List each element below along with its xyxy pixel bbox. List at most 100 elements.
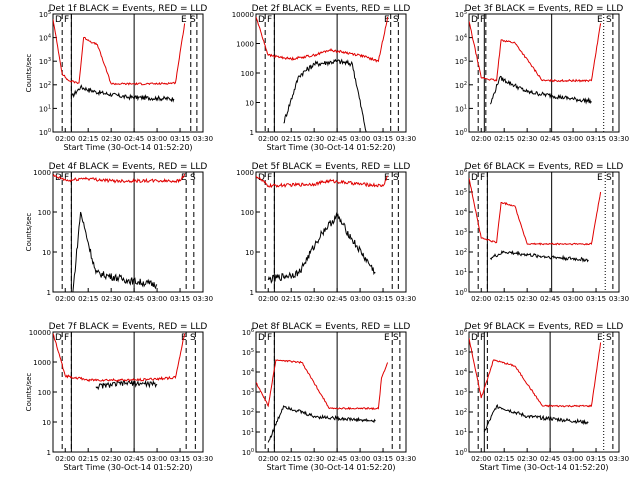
event-marker-s: S [190, 173, 196, 183]
x-tick-label: 02:45 [124, 455, 144, 463]
x-axis-label: Start Time (30-Oct-14 01:52:20) [63, 463, 192, 472]
events-series-line [95, 379, 158, 391]
x-tick-label: 03:30 [193, 455, 213, 463]
y-tick-label: 10 [42, 249, 51, 257]
chart-title: Det 9f BLACK = Events, RED = LLD [465, 322, 624, 332]
y-tick-label: 103 [455, 388, 467, 397]
x-tick-label: 02:15 [494, 455, 514, 463]
y-tick-label: 10 [42, 419, 51, 427]
plot-frame [468, 171, 620, 293]
x-tick-label: 02:30 [101, 295, 121, 303]
event-marker-d: D [258, 173, 265, 183]
x-tick-label: 03:15 [586, 295, 606, 303]
y-tick-label: 1 [250, 129, 254, 137]
lld-series-line [256, 16, 389, 63]
y-tick-label: 102 [39, 81, 51, 90]
x-tick-label: 02:15 [78, 295, 98, 303]
chart-title: Det 7f BLACK = Events, RED = LLD [49, 322, 208, 332]
x-tick-label: 03:30 [609, 135, 629, 143]
y-tick-label: 10000 [232, 11, 254, 19]
y-tick-label: 100 [241, 209, 254, 217]
y-tick-label: 1 [47, 449, 51, 457]
event-marker-s: S [606, 173, 612, 183]
chart-title: Det 5f BLACK = Events, RED = LLD [252, 162, 411, 172]
lld-series-line [53, 333, 186, 383]
x-tick-label: 02:15 [494, 295, 514, 303]
y-tick-label: 103 [242, 388, 254, 397]
plot-frame [255, 13, 407, 133]
x-tick-label: 02:00 [471, 295, 491, 303]
x-tick-label: 02:00 [258, 455, 278, 463]
chart-panel-9: Det 9f BLACK = Events, RED = LLD 100 101 10… [455, 322, 629, 472]
y-tick-label: 100 [242, 448, 254, 457]
event-marker-s: S [190, 15, 196, 25]
x-tick-label: 02:30 [304, 295, 324, 303]
x-tick-label: 02:45 [124, 295, 144, 303]
event-marker-d: D [471, 333, 478, 343]
y-tick-label: 100 [39, 128, 51, 137]
event-marker-f: F [480, 15, 485, 25]
lld-series-line [256, 175, 389, 189]
events-series-line [489, 75, 592, 105]
event-marker-f: F [480, 173, 485, 183]
plot-frame [52, 13, 204, 133]
y-tick-label: 101 [455, 428, 467, 437]
x-axis-label: Start Time (30-Oct-14 01:52:20) [266, 463, 395, 472]
x-tick-label: 03:00 [350, 135, 370, 143]
event-marker-f: F [267, 333, 272, 343]
plot-frame [468, 13, 620, 133]
lld-series-line [53, 173, 186, 184]
y-tick-label: 105 [242, 348, 254, 357]
x-tick-label: 02:00 [55, 135, 75, 143]
event-marker-s: S [393, 333, 399, 343]
x-tick-label: 02:00 [471, 135, 491, 143]
x-tick-label: 02:30 [517, 295, 537, 303]
y-tick-label: 105 [455, 348, 467, 357]
event-marker-f: F [64, 173, 69, 183]
plot-frame [52, 171, 204, 293]
event-marker-f: F [267, 15, 272, 25]
event-marker-e: E [597, 333, 603, 343]
x-tick-label: 03:00 [147, 135, 167, 143]
x-tick-label: 02:30 [304, 455, 324, 463]
chart-title: Det 6f BLACK = Events, RED = LLD [465, 162, 624, 172]
y-tick-label: 104 [455, 34, 467, 43]
event-marker-s: S [606, 333, 612, 343]
x-tick-label: 02:15 [281, 295, 301, 303]
y-tick-label: 10 [245, 249, 254, 257]
x-tick-label: 02:00 [258, 295, 278, 303]
x-tick-label: 02:15 [281, 135, 301, 143]
y-tick-label: 10 [245, 100, 254, 108]
y-tick-label: 106 [242, 328, 254, 337]
plot-frame [255, 331, 407, 453]
x-tick-label: 02:30 [101, 455, 121, 463]
event-marker-d: D [258, 15, 265, 25]
events-series-line [483, 403, 589, 433]
x-tick-label: 03:15 [373, 295, 393, 303]
event-marker-e: E [597, 173, 603, 183]
y-axis-label: Counts/sec [25, 54, 33, 93]
x-tick-label: 02:45 [540, 135, 560, 143]
y-tick-label: 106 [455, 168, 467, 177]
chart-panel-3: Det 3f BLACK = Events, RED = LLD 100 101 10… [455, 4, 629, 143]
chart-panel-2: Det 2f BLACK = Events, RED = LLD 1 10 100 10… [232, 4, 416, 152]
event-marker-d: D [55, 15, 62, 25]
x-tick-label: 02:30 [304, 135, 324, 143]
x-axis-label: Start Time (30-Oct-14 01:52:20) [479, 463, 608, 472]
x-tick-label: 02:30 [517, 455, 537, 463]
y-tick-label: 101 [242, 428, 254, 437]
event-marker-s: S [393, 15, 399, 25]
y-tick-label: 105 [455, 188, 467, 197]
chart-title: Det 4f BLACK = Events, RED = LLD [49, 162, 208, 172]
y-tick-label: 100 [38, 209, 51, 217]
x-tick-label: 02:15 [494, 135, 514, 143]
plot-frame [52, 331, 204, 453]
y-tick-label: 104 [242, 368, 254, 377]
x-tick-label: 03:30 [193, 135, 213, 143]
y-tick-label: 104 [455, 368, 467, 377]
y-tick-label: 1000 [33, 359, 51, 367]
y-tick-label: 103 [455, 57, 467, 66]
x-tick-label: 03:00 [563, 295, 583, 303]
chart-title: Det 8f BLACK = Events, RED = LLD [252, 322, 411, 332]
x-tick-label: 03:30 [609, 455, 629, 463]
